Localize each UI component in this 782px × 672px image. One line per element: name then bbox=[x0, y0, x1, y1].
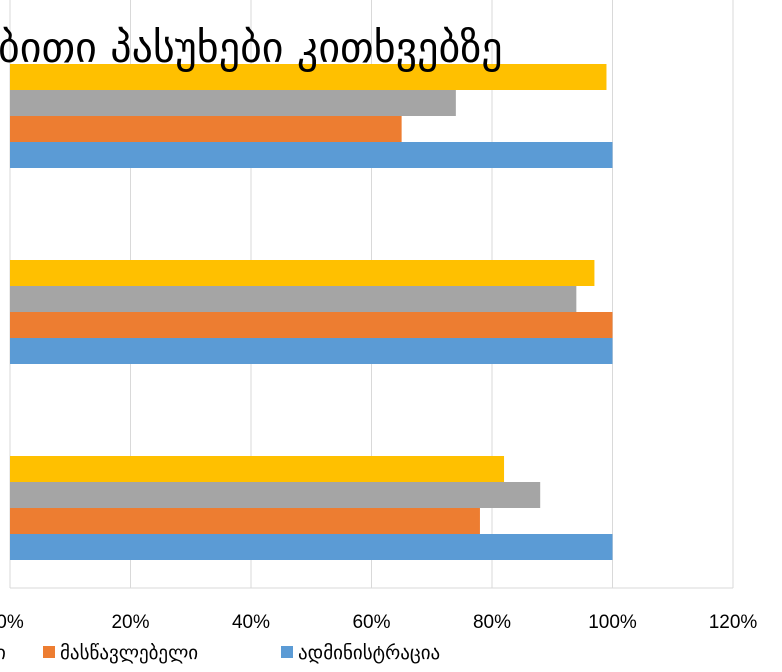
x-tick-label: 0% bbox=[0, 612, 24, 633]
bar bbox=[10, 456, 505, 482]
bar bbox=[10, 142, 613, 168]
bars bbox=[10, 64, 613, 560]
bar bbox=[10, 482, 541, 508]
legend-label: მასწავლებელი bbox=[60, 642, 198, 664]
bar bbox=[10, 534, 613, 560]
bar bbox=[10, 312, 613, 338]
x-tick-label: 100% bbox=[588, 612, 637, 633]
legend-label: ადმინისტრაცია bbox=[298, 642, 440, 664]
legend-swatch bbox=[43, 646, 55, 658]
bar bbox=[10, 286, 577, 312]
x-tick-label: 80% bbox=[473, 612, 511, 633]
bar bbox=[10, 260, 595, 286]
legend-label-cut: ი bbox=[0, 642, 6, 664]
legend: მასწავლებელი ადმინისტრაცია ი bbox=[0, 642, 440, 664]
x-axis: 0% 20% 40% 60% 80% 100% 120% bbox=[0, 587, 758, 633]
x-tick-label: 120% bbox=[709, 612, 758, 633]
chart-title: ...ბითი პასუხები კითხვებზე bbox=[0, 23, 503, 72]
bar bbox=[10, 116, 402, 142]
x-tick-label: 60% bbox=[352, 612, 390, 633]
bar bbox=[10, 338, 613, 364]
bar bbox=[10, 508, 480, 534]
legend-swatch bbox=[281, 646, 293, 658]
bar bbox=[10, 64, 607, 90]
x-tick-label: 20% bbox=[111, 612, 149, 633]
bar bbox=[10, 90, 456, 116]
x-tick-label: 40% bbox=[232, 612, 270, 633]
